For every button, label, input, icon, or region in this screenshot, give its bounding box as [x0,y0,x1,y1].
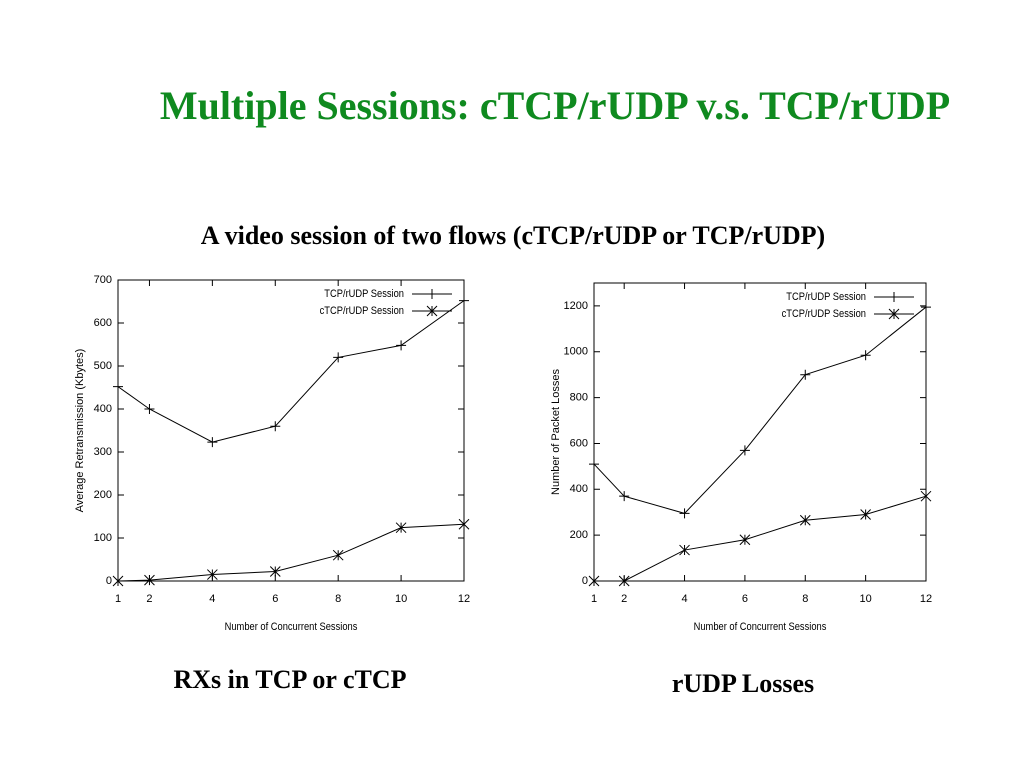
series-line [117,523,465,582]
x-tick-label: 1 [591,593,597,605]
legend-marker [888,308,900,320]
marker [860,350,871,361]
x-tick-label: 4 [681,593,687,605]
marker [144,404,155,414]
legend-label: cTCP/rUDP Session [320,305,404,317]
x-tick-label: 8 [802,593,808,605]
series-line [594,495,927,582]
legend-label: cTCP/rUDP Session [782,308,866,320]
marker [800,369,811,380]
x-tick-label: 8 [335,593,341,605]
series-line [593,306,927,514]
y-tick-label: 100 [94,532,112,544]
y-tick-label: 1200 [564,300,588,312]
marker [860,509,871,520]
y-tick-label: 1000 [564,346,588,358]
plot-frame [593,282,927,582]
legend-marker [427,289,437,299]
marker [921,302,931,313]
y-tick-label: 0 [582,575,588,587]
x-tick-label: 6 [272,593,278,605]
x-axis-label: Number of Concurrent Sessions [694,621,827,633]
x-tick-label: 10 [860,593,872,605]
legend-marker [426,305,438,317]
marker [207,437,218,448]
y-tick-label: 700 [94,274,112,286]
marker [588,575,600,587]
marker [333,352,344,363]
y-axis-label: Number of Packet Losses [550,369,562,495]
marker [618,575,630,587]
series-line [117,300,465,443]
y-tick-label: 200 [94,489,112,501]
x-tick-label: 2 [621,593,627,605]
marker [270,421,281,432]
y-axis-label: Average Retransmission (Kbytes) [74,349,86,513]
marker [207,569,218,580]
legend-marker [889,292,899,302]
caption: RXs in TCP or cTCP [173,665,406,694]
marker [679,508,690,519]
y-tick-label: 200 [570,529,588,541]
marker [739,534,751,546]
marker [395,522,407,534]
marker [739,445,750,456]
marker [332,549,344,561]
x-tick-label: 1 [115,593,121,605]
x-tick-label: 10 [395,593,407,605]
marker [112,575,124,587]
marker [144,574,155,586]
slide-subtitle: A video session of two flows (cTCP/rUDP … [201,221,825,250]
y-tick-label: 500 [94,360,112,372]
x-axis-label: Number of Concurrent Sessions [225,621,358,633]
x-tick-label: 6 [742,593,748,605]
marker [679,544,690,556]
marker [619,491,630,502]
legend-label: TCP/rUDP Session [324,288,404,300]
y-tick-label: 600 [570,437,588,449]
legend-label: TCP/rUDP Session [786,291,866,303]
marker [920,490,932,502]
caption: rUDP Losses [672,669,814,698]
x-tick-label: 12 [920,593,932,605]
marker [458,518,470,530]
marker [799,514,811,526]
marker [396,340,407,351]
x-tick-label: 2 [146,593,152,605]
y-tick-label: 400 [94,403,112,415]
x-tick-label: 12 [458,593,470,605]
y-tick-label: 0 [106,575,112,587]
plot-frame [117,279,465,582]
y-tick-label: 300 [94,446,112,458]
x-tick-label: 4 [209,593,215,605]
marker [269,566,281,577]
marker [459,295,469,306]
marker [113,381,123,392]
marker [589,459,599,470]
y-tick-label: 400 [570,483,588,495]
y-tick-label: 800 [570,392,588,404]
y-tick-label: 600 [94,317,112,329]
slide-title: Multiple Sessions: cTCP/rUDP v.s. TCP/rU… [160,83,950,128]
